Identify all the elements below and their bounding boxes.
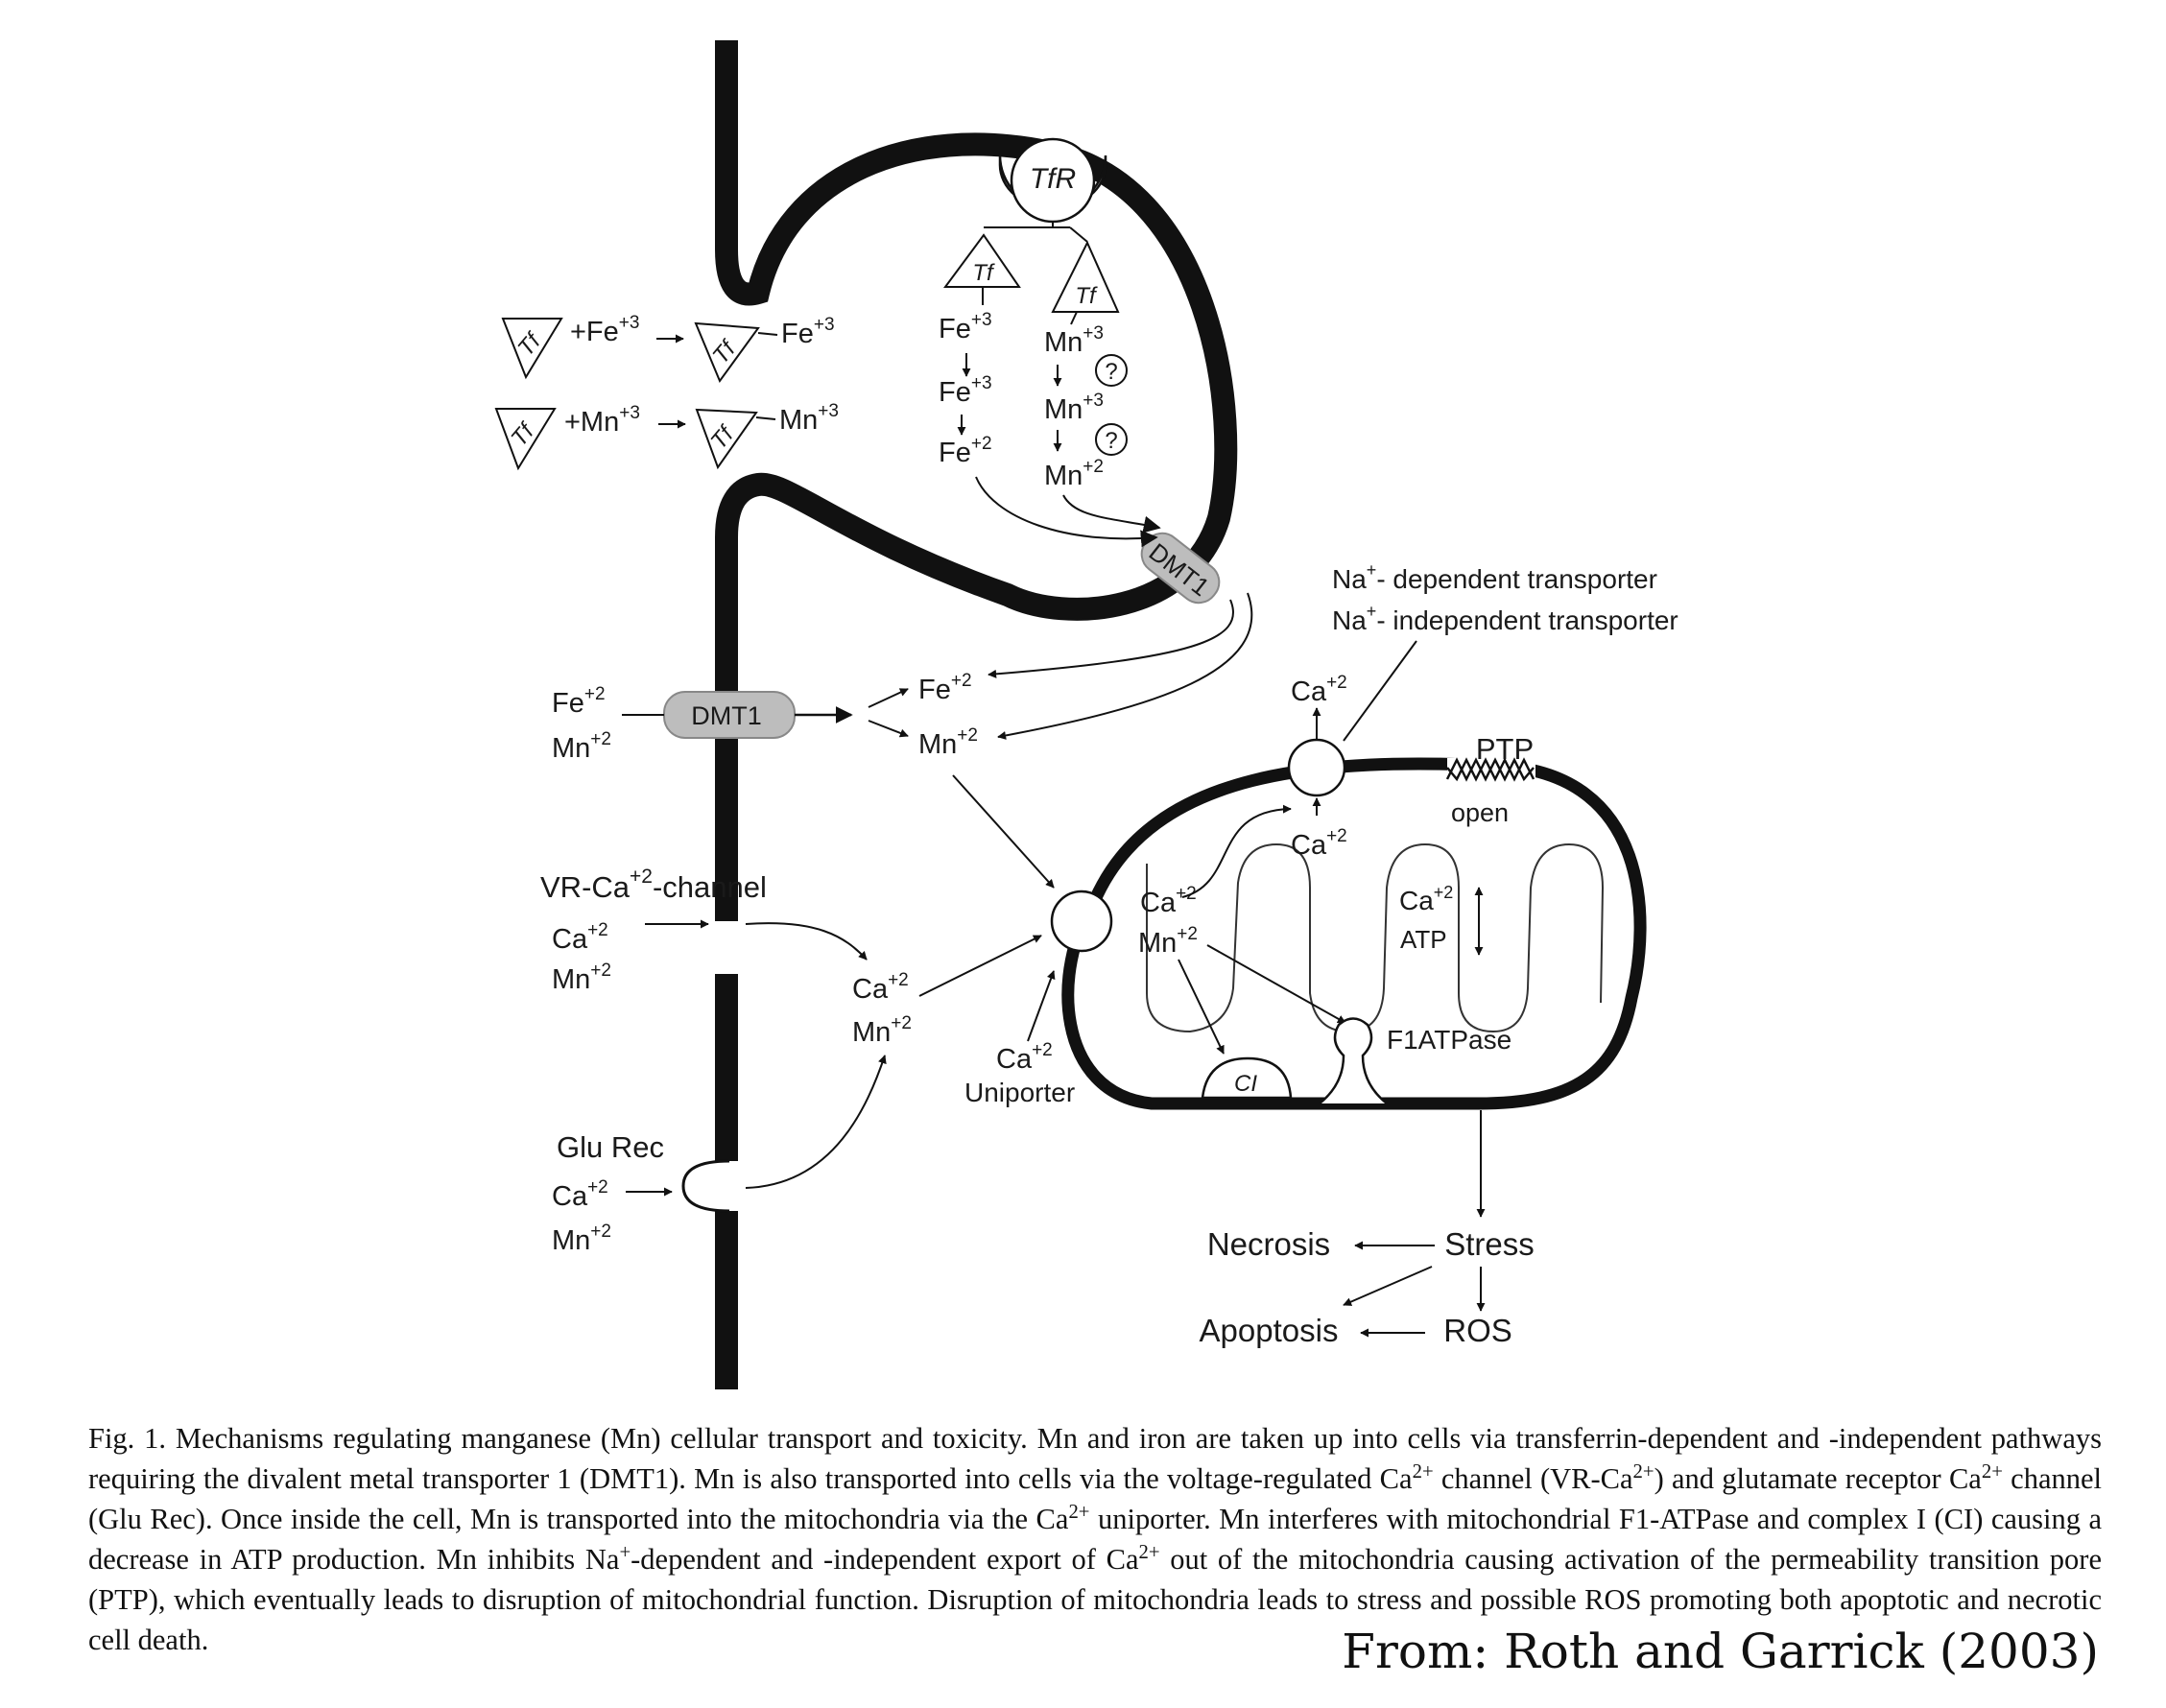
transferrin-receptor: TfR (984, 137, 1107, 243)
f1atpase: F1ATPase (1319, 1017, 1511, 1104)
cytosol-fe-mn: Fe+2 Mn+2 (918, 671, 978, 760)
svg-text:Fe+2: Fe+2 (939, 434, 992, 468)
cytosol-ca-mn: Ca+2 Mn+2 (852, 935, 1042, 1048)
citation: From: Roth and Garrick (2003) (1342, 1624, 2099, 1679)
matrix-contents: Ca+2 Mn+2 Ca+2 ATP (1138, 804, 1484, 1055)
na-transporter: Ca+2 Ca+2 Na+- dependent transporter Na+… (1287, 560, 1678, 861)
glu-receptor (681, 1159, 730, 1213)
svg-text:Ca+2: Ca+2 (1140, 884, 1197, 918)
glu-rec-entry: Glu Rec Ca+2 Mn+2 (552, 1055, 887, 1256)
svg-text:Mn+2: Mn+2 (918, 725, 978, 760)
svg-text:Mn+3: Mn+3 (1044, 323, 1104, 358)
svg-text:Apoptosis: Apoptosis (1200, 1313, 1339, 1348)
endosome-mn-pathway: Mn+3 ? Mn+3 ? Mn+2 (1044, 323, 1128, 491)
svg-text:Fe+2: Fe+2 (918, 671, 972, 705)
mn-to-uniporter-arrow (952, 774, 1055, 889)
ca-uniporter: Ca+2 Uniporter (964, 890, 1113, 1107)
svg-text:F1ATPase: F1ATPase (1387, 1025, 1511, 1055)
svg-text:?: ? (1105, 359, 1117, 385)
endosome-to-dmt1-arrows (975, 476, 1161, 548)
svg-text:Ca+2: Ca+2 (852, 970, 909, 1005)
figure-caption: Fig. 1. Mechanisms regulating manganese … (88, 1422, 2103, 1656)
svg-text:PTP: PTP (1476, 732, 1534, 766)
svg-text:Na+- independent transporter: Na+- independent transporter (1332, 602, 1678, 635)
question-icon (1095, 423, 1128, 456)
svg-text:Fe+2: Fe+2 (552, 684, 606, 719)
svg-text:Fe+3: Fe+3 (939, 310, 992, 344)
svg-text:Na+- dependent transporter: Na+- dependent transporter (1332, 560, 1657, 594)
svg-text:+Fe+3: +Fe+3 (570, 313, 639, 347)
svg-text:Stress: Stress (1444, 1226, 1535, 1262)
svg-text:Mn+3: Mn+3 (1044, 391, 1104, 425)
svg-text:TfR: TfR (1030, 163, 1076, 195)
cell-death-cascade: Stress Necrosis ROS Apoptosis (1200, 1110, 1535, 1348)
svg-text:Tf: Tf (1075, 283, 1098, 309)
mitochondrion (1061, 757, 1647, 1110)
dmt1-entry: Fe+2 Mn+2 (552, 684, 909, 764)
svg-text:Ca+2: Ca+2 (1291, 826, 1347, 861)
complex-i: CI (1201, 1056, 1293, 1100)
svg-text:+Mn+3: +Mn+3 (564, 403, 640, 438)
svg-text:Uniporter: Uniporter (964, 1078, 1075, 1107)
endosome-fe-pathway: Fe+3 Fe+3 Fe+2 (939, 310, 992, 468)
svg-text:ATP: ATP (1400, 925, 1447, 954)
svg-text:Tf: Tf (972, 260, 995, 286)
svg-text:Ca+2: Ca+2 (1291, 673, 1347, 707)
svg-text:Mn+2: Mn+2 (1044, 457, 1104, 491)
svg-text:Fe+3: Fe+3 (939, 373, 992, 408)
question-icon (1095, 354, 1128, 387)
svg-text:DMT1: DMT1 (691, 701, 762, 730)
tf-fe-complex: Tf (943, 233, 1021, 305)
svg-text:open: open (1451, 798, 1509, 827)
tf-mn-complex: Tf (1051, 240, 1120, 325)
vr-ca-channel: VR-Ca+2-channel Ca+2 Mn+2 (540, 866, 868, 995)
svg-text:CI: CI (1234, 1071, 1257, 1097)
cell-membrane (715, 40, 1238, 1389)
svg-text:Mn+2: Mn+2 (552, 961, 611, 995)
svg-text:Necrosis: Necrosis (1207, 1226, 1330, 1262)
svg-text:Mn+2: Mn+2 (552, 729, 611, 764)
svg-text:Ca+2: Ca+2 (552, 1177, 608, 1212)
ptp-pore: PTP open (1445, 732, 1535, 827)
svg-text:Ca+2: Ca+2 (996, 1040, 1053, 1075)
dmt1-membrane: DMT1 (663, 691, 796, 739)
tf-mn-binding: Tf +Mn+3 Tf Mn+3 (494, 401, 839, 471)
svg-text:Ca+2: Ca+2 (552, 920, 608, 955)
svg-text:Mn+3: Mn+3 (779, 401, 839, 436)
svg-text:Fe+3: Fe+3 (781, 315, 835, 349)
svg-text:Mn+2: Mn+2 (1138, 924, 1198, 959)
cristae (1146, 842, 1605, 1033)
endosome-dmt1-output (988, 592, 1253, 740)
tf-fe-binding: Tf +Fe+3 Tf Fe+3 (501, 313, 835, 384)
svg-text:Mn+2: Mn+2 (852, 1013, 912, 1048)
svg-text:Glu Rec: Glu Rec (557, 1130, 664, 1164)
svg-text:ROS: ROS (1443, 1313, 1512, 1348)
svg-text:VR-Ca+2-channel: VR-Ca+2-channel (540, 866, 767, 904)
svg-text:?: ? (1105, 428, 1117, 454)
svg-text:Mn+2: Mn+2 (552, 1222, 611, 1256)
svg-text:Ca+2: Ca+2 (1399, 883, 1453, 915)
